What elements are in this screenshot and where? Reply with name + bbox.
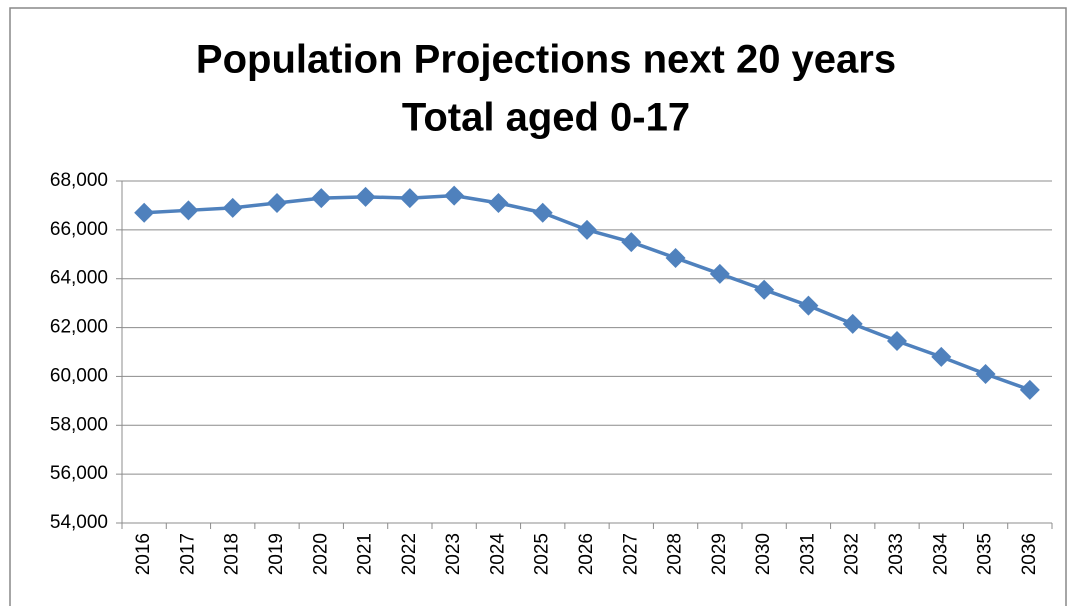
marker — [178, 200, 199, 221]
marker — [798, 295, 819, 316]
chart-subtitle: Total aged 0-17 — [402, 96, 690, 140]
x-tick-label: 2033 — [886, 533, 907, 575]
y-tick-label: 62,000 — [50, 317, 108, 338]
marker — [665, 247, 686, 268]
x-tick-label: 2029 — [709, 533, 730, 575]
x-tick-label: 2036 — [1019, 533, 1040, 575]
y-tick-label: 66,000 — [50, 219, 108, 240]
marker — [621, 232, 642, 253]
x-tick-label: 2034 — [930, 533, 951, 576]
y-tick-label: 60,000 — [50, 365, 108, 386]
x-tick-label: 2023 — [443, 533, 464, 575]
marker — [488, 192, 509, 213]
x-tick-label: 2028 — [665, 533, 686, 575]
marker — [355, 186, 376, 207]
x-tick-label: 2024 — [487, 533, 508, 576]
y-tick-label: 58,000 — [50, 414, 108, 435]
marker — [399, 188, 420, 209]
marker — [577, 219, 597, 240]
marker — [931, 346, 952, 367]
x-tick-label: 2017 — [177, 533, 198, 575]
marker — [709, 263, 730, 284]
y-tick-label: 64,000 — [50, 268, 108, 289]
y-tick-label: 56,000 — [50, 463, 108, 484]
marker — [134, 202, 155, 223]
marker — [532, 202, 553, 223]
y-tick-label: 68,000 — [50, 170, 108, 191]
x-tick-label: 2027 — [620, 533, 641, 575]
marker — [842, 313, 863, 334]
x-tick-label: 2016 — [133, 533, 154, 575]
x-tick-label: 2032 — [842, 533, 863, 575]
x-tick-label: 2025 — [532, 533, 553, 575]
y-tick-label: 54,000 — [50, 512, 108, 533]
x-tick-label: 2030 — [753, 533, 774, 575]
x-tick-label: 2022 — [399, 533, 420, 575]
x-tick-label: 2018 — [222, 533, 243, 575]
x-tick-label: 2035 — [975, 533, 996, 575]
marker — [975, 363, 996, 384]
marker — [444, 185, 465, 206]
x-tick-label: 2031 — [797, 533, 818, 575]
marker — [222, 197, 243, 218]
x-tick-label: 2020 — [310, 533, 331, 575]
chart-border — [9, 7, 1067, 606]
x-tick-label: 2021 — [355, 533, 376, 575]
marker — [267, 192, 287, 213]
x-tick-label: 2026 — [576, 533, 597, 575]
marker — [1019, 379, 1040, 400]
x-tick-label: 2019 — [266, 533, 287, 575]
chart-title: Population Projections next 20 years — [196, 38, 896, 82]
marker — [887, 331, 907, 352]
marker — [311, 188, 332, 209]
marker — [754, 279, 775, 300]
